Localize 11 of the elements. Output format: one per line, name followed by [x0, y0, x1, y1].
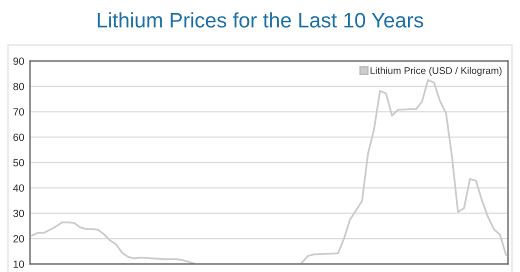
legend-label: Lithium Price (USD / Kilogram) [370, 66, 502, 76]
y-tick-label: 40 [13, 184, 24, 192]
y-tick-label: 20 [13, 235, 24, 242]
y-tick-label: 90 [13, 58, 24, 65]
y-tick-label: 50 [13, 159, 24, 166]
y-tick-label: 80 [13, 82, 24, 90]
chart-title: Lithium Prices for the Last 10 Years [98, 12, 424, 28]
y-tick-label: 60 [13, 134, 24, 141]
y-tick-label: 70 [13, 108, 24, 116]
y-tick-label: 30 [13, 210, 24, 218]
y-tick-label: 10 [14, 260, 24, 268]
